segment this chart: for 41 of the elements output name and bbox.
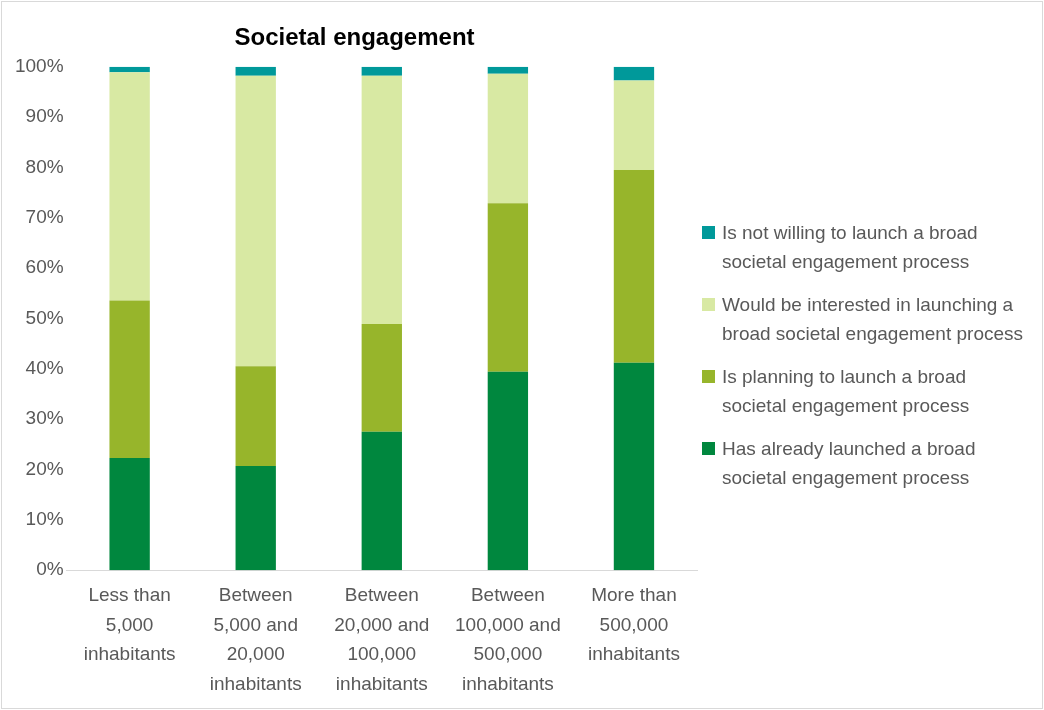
y-tick-label: 50%: [25, 306, 64, 328]
bar: [361, 66, 402, 76]
chart-title: Societal engagement: [234, 23, 475, 51]
x-tick-label: Between 5,000 and 20,000 inhabitants: [209, 584, 302, 694]
bar: [487, 203, 529, 372]
bar: [361, 75, 402, 325]
bar: [361, 431, 402, 571]
x-tick-label: More than 500,000 inhabitants: [588, 584, 680, 665]
x-tick-label: Less than 5,000 inhabitants: [83, 584, 176, 665]
y-tick-label: 0%: [36, 558, 64, 580]
y-tick-label: 10%: [25, 508, 64, 530]
legend-label: Is not willing to launch a broad societal engagement process: [722, 221, 979, 274]
y-tick-label: 30%: [25, 407, 64, 429]
bar: [613, 80, 655, 170]
bar: [487, 73, 529, 204]
x-tick-label: Between 100,000 and 500,000 inhabitants: [455, 584, 561, 694]
y-tick-label: 40%: [25, 357, 64, 379]
y-tick-label: 60%: [25, 256, 64, 278]
bar: [109, 72, 150, 301]
bar: [109, 300, 150, 458]
legend-label: Would be interested in launching a broad societal engagement process: [722, 293, 1025, 346]
bar: [109, 66, 150, 73]
bar: [235, 66, 276, 76]
bar: [613, 362, 655, 571]
y-tick-label: 70%: [25, 206, 64, 228]
legend-label: Has already launched a broad societal engagement process: [722, 437, 977, 490]
y-tick-label: 100%: [14, 55, 64, 77]
bar: [235, 466, 276, 571]
y-tick-label: 80%: [25, 155, 64, 177]
bar: [235, 75, 276, 367]
x-tick-label: Between 20,000 and 100,000 inhabitants: [334, 584, 430, 694]
bar: [613, 170, 655, 363]
y-tick-label: 90%: [25, 105, 64, 127]
bar: [235, 366, 276, 466]
bar: [487, 371, 529, 571]
bar: [613, 66, 655, 81]
bar: [109, 457, 150, 571]
legend-label: Is planning to launch a broad societal engagement process: [722, 365, 971, 418]
y-tick-label: 20%: [25, 457, 64, 479]
bar: [361, 324, 402, 432]
bar: [487, 66, 529, 74]
